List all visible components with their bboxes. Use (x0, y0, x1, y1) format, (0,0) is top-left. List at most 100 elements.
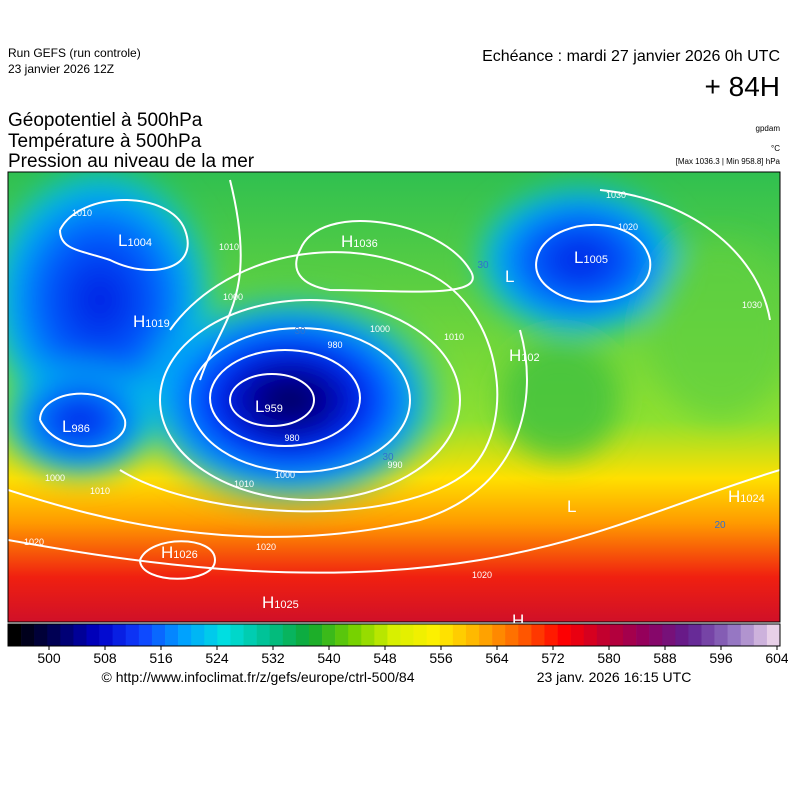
color-swatch (73, 624, 87, 646)
source: © http://www.infoclimat.fr/z/gefs/europe… (101, 669, 414, 685)
color-swatch (335, 624, 349, 646)
color-swatch (178, 624, 192, 646)
color-swatch (492, 624, 506, 646)
color-swatch (688, 624, 702, 646)
center-value: 102 (521, 352, 539, 364)
color-swatch (649, 624, 663, 646)
color-swatch (465, 624, 480, 646)
isobar-label: 1000 (370, 324, 390, 334)
color-swatch (727, 624, 742, 646)
color-swatch (348, 624, 362, 646)
color-swatch (439, 624, 454, 646)
field-name: Géopotentiel à 500hPa (8, 110, 203, 131)
colorbar-tick-label: 516 (149, 650, 173, 666)
isobar-label: 980 (284, 433, 299, 443)
colorbar-tick-label: 596 (709, 650, 733, 666)
color-swatch (60, 624, 74, 646)
colorbar-tick-label: 532 (261, 650, 285, 666)
colorbar-tick-label: 540 (317, 650, 341, 666)
isobar-label: 1000 (275, 470, 295, 480)
run-label: Run GEFS (run controle) (8, 46, 141, 60)
color-swatch (282, 624, 297, 646)
isobar-label: 1020 (618, 222, 638, 232)
center-letter: H (341, 232, 353, 251)
generated-time: 23 janv. 2026 16:15 UTC (537, 669, 692, 685)
temperature-label: 30 (477, 260, 489, 271)
map-frame (7, 171, 781, 623)
color-swatch (165, 624, 179, 646)
pressure-center: L1005 (574, 248, 608, 267)
color-swatch (400, 624, 414, 646)
center-letter: L (567, 497, 576, 516)
isobar-label: 990 (387, 460, 402, 470)
run-date: 23 janvier 2026 12Z (8, 62, 114, 76)
colorbar-tick-label: 588 (653, 650, 677, 666)
color-swatch (322, 624, 336, 646)
color-swatch (86, 624, 100, 646)
color-swatch (583, 624, 598, 646)
pressure-center: H1025 (262, 593, 299, 612)
center-value: 1025 (274, 599, 298, 611)
center-value: 1004 (127, 237, 151, 249)
color-swatch (766, 624, 781, 646)
pressure-center: L986 (62, 417, 90, 436)
center-value: 1019 (145, 318, 169, 330)
color-swatch (413, 624, 428, 646)
colorbar-frame (7, 623, 781, 647)
color-swatch (714, 624, 728, 646)
center-letter: H (133, 312, 145, 331)
center-value: 986 (71, 423, 89, 435)
color-swatch (230, 624, 244, 646)
pressure-center: H102 (509, 346, 540, 365)
center-letter: L (574, 248, 583, 267)
color-swatch (505, 624, 519, 646)
colorbar-tick-label: 564 (485, 650, 509, 666)
color-swatch (622, 624, 637, 646)
color-swatch (8, 624, 22, 646)
pressure-center: H1019 (133, 312, 170, 331)
color-swatch (609, 624, 624, 646)
pressure-center: H1024 (728, 487, 765, 506)
color-swatch (256, 624, 270, 646)
isobars (8, 179, 780, 580)
pressure-center: L (567, 497, 576, 516)
color-swatch (34, 624, 48, 646)
center-letter: H (728, 487, 740, 506)
colorbar-tick-label: 524 (205, 650, 229, 666)
center-letter: L (118, 231, 127, 250)
isobar-label: 1010 (234, 479, 254, 489)
color-swatch (518, 624, 532, 646)
color-swatch (138, 624, 153, 646)
color-swatch (295, 624, 310, 646)
pressure-center: L959 (255, 397, 283, 416)
pressure-center: H1036 (341, 232, 378, 251)
color-swatch (204, 624, 218, 646)
colorbar-tick-label: 556 (429, 650, 453, 666)
lead-time: + 84H (705, 71, 781, 102)
pressure-center: L (505, 267, 514, 286)
isobar-label: 1010 (219, 242, 239, 252)
isobar-label: 1020 (24, 537, 44, 547)
center-letter: L (62, 417, 71, 436)
color-swatch (740, 624, 755, 646)
color-swatch (636, 624, 650, 646)
temperature-label: 30 (294, 326, 306, 337)
color-swatch (191, 624, 205, 646)
valid-time: Echéance : mardi 27 janvier 2026 0h UTC (482, 48, 780, 65)
isobar-label: 1030 (606, 190, 626, 200)
color-swatch (426, 624, 441, 646)
field-name: Température à 500hPa (8, 131, 202, 152)
isobar-label: 1020 (472, 570, 492, 580)
center-letter: H (262, 593, 274, 612)
pressure-center: H1026 (161, 543, 198, 562)
center-value: 1036 (353, 238, 377, 250)
color-swatch (675, 624, 689, 646)
map-field (8, 172, 780, 622)
isobar-label: 1010 (90, 486, 110, 496)
color-swatch (21, 624, 35, 646)
pressure-range: [Max 1036.3 | Min 958.8] hPa (676, 157, 781, 166)
color-swatch (112, 624, 127, 646)
colorbar-tick-label: 604 (765, 650, 788, 666)
color-swatch (662, 624, 676, 646)
